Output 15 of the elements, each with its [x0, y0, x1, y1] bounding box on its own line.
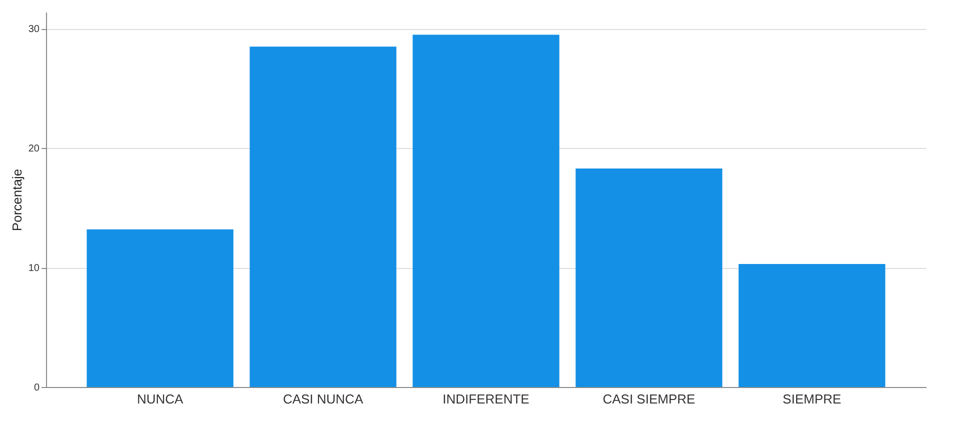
bar — [86, 229, 234, 387]
x-tick-label: SIEMPRE — [782, 392, 842, 406]
y-tick-label: 30 — [28, 24, 40, 36]
x-tick-label: CASI SIEMPRE — [602, 392, 696, 406]
bar — [412, 34, 560, 387]
x-tick-label: NUNCA — [136, 392, 184, 406]
y-tick-label: 20 — [28, 144, 40, 155]
x-tick-label: INDIFERENTE — [442, 392, 530, 406]
y-tick-label: 10 — [28, 263, 40, 274]
x-tick-label: CASI NUNCA — [282, 392, 364, 406]
bar — [250, 46, 396, 387]
y-tick-label: 0 — [34, 382, 40, 394]
bar — [738, 264, 886, 387]
bar — [576, 168, 722, 387]
y-axis-title: Porcentaje — [9, 168, 24, 232]
